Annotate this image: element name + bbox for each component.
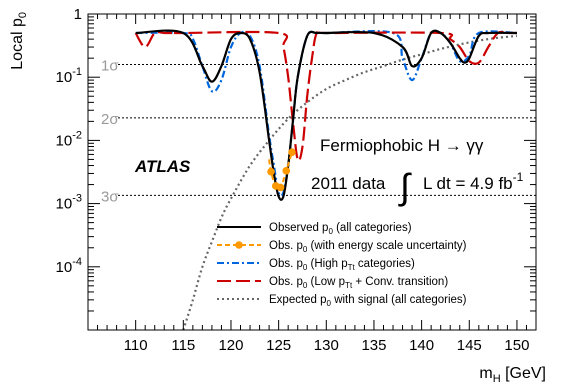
x-axis-label: mH [GeV]	[479, 365, 546, 385]
y-tick-label: 10-3	[56, 193, 82, 213]
legend-marker	[235, 241, 243, 249]
legend-entry: Obs. p0 (High pTt categories)	[269, 258, 415, 272]
series-line	[135, 29, 517, 201]
series-line	[135, 29, 517, 197]
series-point	[288, 148, 296, 157]
x-tick-label: 135	[361, 337, 386, 354]
series-layer	[134, 29, 518, 330]
series-point	[276, 183, 285, 192]
series-line	[182, 34, 518, 330]
integral-symbol: ∫	[398, 166, 412, 207]
y-tick-label: 1	[74, 6, 82, 23]
y-axis-label: Local p0	[9, 12, 29, 70]
experiment-label: ATLAS	[134, 157, 191, 176]
x-tick-label: 125	[266, 337, 291, 354]
legend-entry: Obs. p0 (with energy scale uncertainty)	[269, 240, 467, 254]
legend-entry: Expected p0 with signal (all categories)	[269, 294, 467, 308]
x-tick-label: 130	[314, 337, 339, 354]
axes: 110 115 120 125 130 135 140 145 150 1 10-1 10-2 10-3…	[9, 6, 546, 385]
y-tick-label: 10-2	[56, 129, 82, 149]
legend-entry: Obs. p0 (Low pTt + Conv. transition)	[269, 276, 448, 290]
x-tick-label: 145	[457, 337, 482, 354]
legend-entry: Observed p0 (all categories)	[269, 222, 412, 236]
legend: Observed p0 (all categories) Obs. p0 (wit…	[217, 222, 467, 308]
sigma-label: 3σ	[101, 188, 119, 205]
y-tick-label: 10-4	[56, 256, 82, 276]
plot-frame	[87, 13, 537, 331]
x-tick-label: 115	[171, 337, 195, 354]
annotation-lumi: L dt = 4.9 fb-1	[423, 170, 524, 193]
annotations: ATLAS Fermiophobic H → γγ 2011 data ∫ L dt =…	[134, 136, 524, 207]
series-line	[134, 30, 517, 162]
annotation-data: 2011 data	[311, 174, 386, 193]
series-point	[282, 167, 291, 175]
sigma-lines: 1σ 2σ 3σ	[101, 58, 536, 205]
y-tick-label: 10-1	[56, 66, 82, 86]
annotation-title: Fermiophobic H → γγ	[320, 136, 484, 155]
x-tick-label: 110	[124, 337, 148, 354]
x-tick-label: 150	[504, 337, 529, 354]
sigma-label: 1σ	[101, 58, 119, 75]
sigma-label: 2σ	[101, 111, 119, 128]
x-tick-label: 140	[409, 337, 434, 354]
series-point	[267, 167, 275, 176]
x-tick-label: 120	[218, 337, 243, 354]
